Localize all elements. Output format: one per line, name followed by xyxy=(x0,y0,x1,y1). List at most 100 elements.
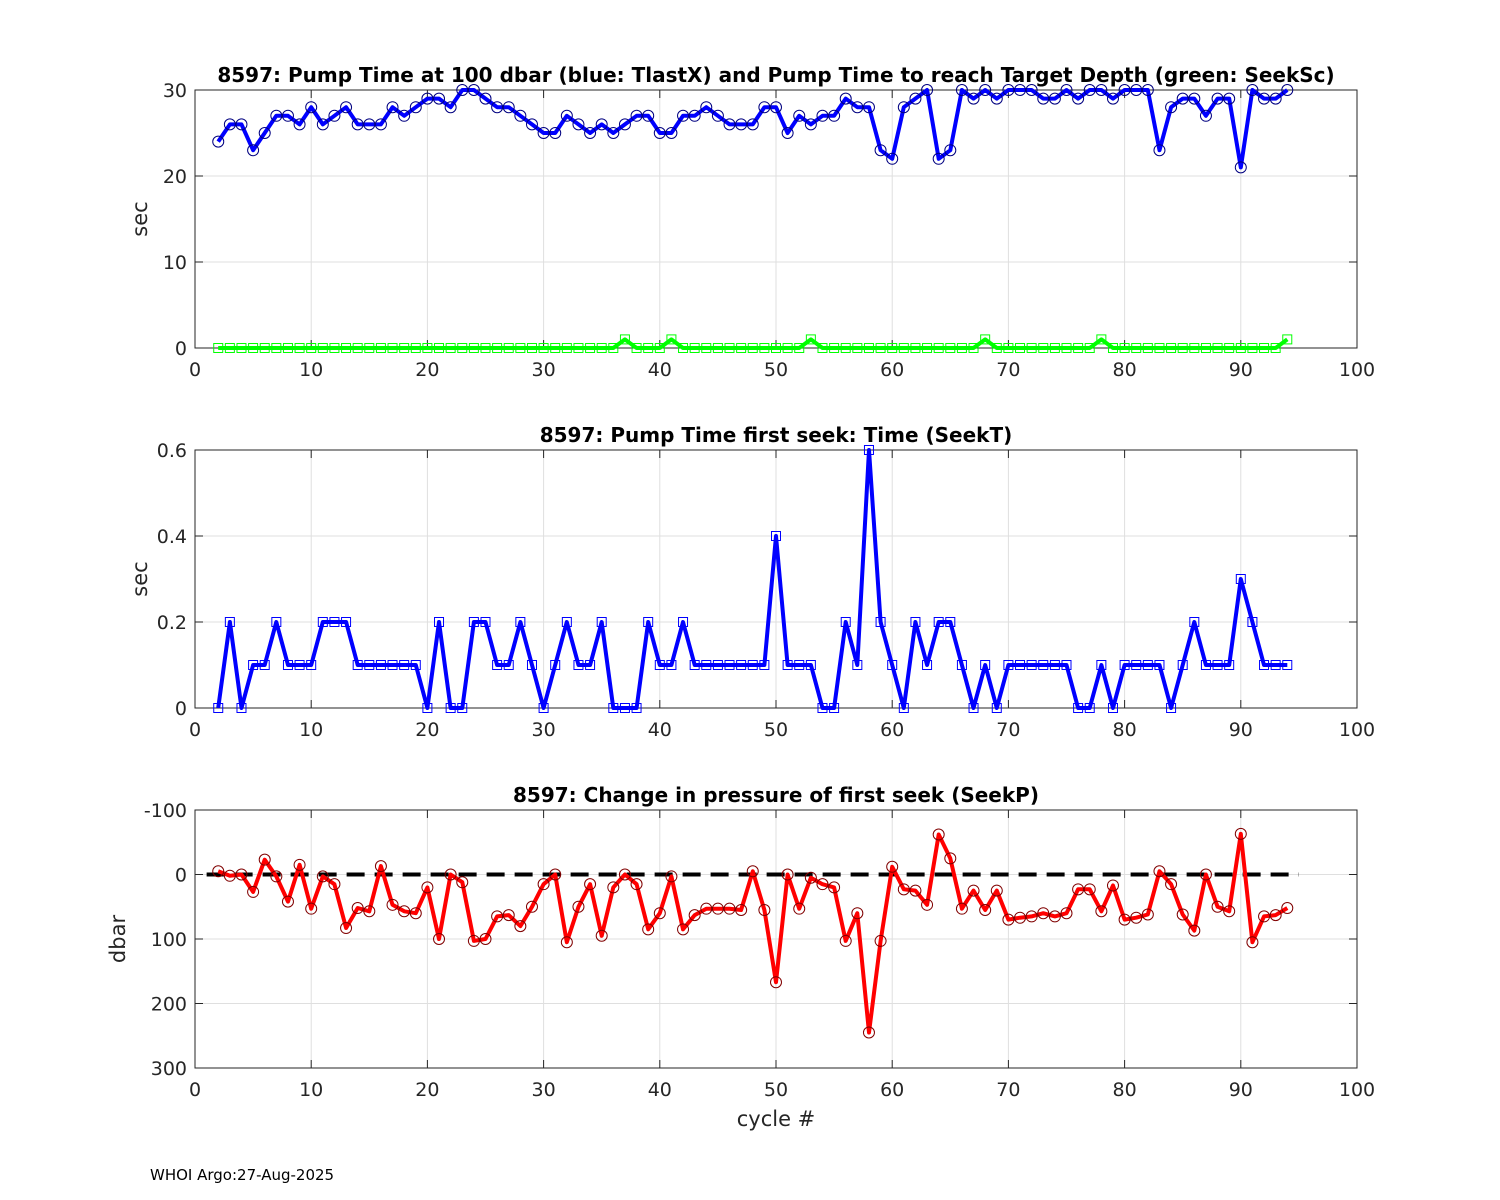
data-point xyxy=(1177,660,1188,670)
data-point xyxy=(828,881,841,894)
data-point xyxy=(525,900,538,913)
data-point xyxy=(398,109,411,122)
data-point xyxy=(422,343,433,353)
data-point xyxy=(398,905,411,918)
data-point xyxy=(771,343,781,353)
data-point xyxy=(1048,910,1061,923)
data-point xyxy=(677,923,690,936)
data-point xyxy=(316,118,329,131)
data-point xyxy=(305,902,318,915)
data-point xyxy=(1083,883,1096,896)
x-tick-label: 60 xyxy=(880,719,904,741)
y-tick-label: 100 xyxy=(151,929,187,951)
data-point xyxy=(1014,911,1027,924)
data-point xyxy=(862,1026,875,1039)
data-point xyxy=(1038,660,1049,670)
chart-2: 0 10 20 30 40 50 60 70 80 90 100 0 0.2 0.4 0.6 8597: Pu… xyxy=(128,423,1375,741)
series-line xyxy=(218,337,1289,350)
data-point xyxy=(479,92,492,105)
data-point xyxy=(410,343,421,353)
data-point xyxy=(502,909,515,922)
data-point xyxy=(1189,343,1200,353)
data-point xyxy=(1130,911,1143,924)
data-point xyxy=(781,868,794,881)
data-point xyxy=(514,109,527,122)
data-point xyxy=(1095,84,1108,96)
data-point xyxy=(955,902,968,915)
data-point xyxy=(422,703,433,713)
data-point xyxy=(457,703,468,713)
data-point xyxy=(1131,343,1142,353)
data-point xyxy=(328,878,341,891)
x-tick-label: 0 xyxy=(189,359,201,381)
data-point xyxy=(550,343,561,353)
data-point xyxy=(723,118,736,131)
chart-title: 8597: Pump Time first seek: Time (SeekT) xyxy=(540,423,1013,447)
series-1 xyxy=(212,827,1294,1039)
data-point xyxy=(1223,905,1236,918)
data-point xyxy=(374,860,387,873)
data-point xyxy=(910,617,921,627)
data-point xyxy=(863,445,874,455)
x-tick-label: 40 xyxy=(648,1079,672,1101)
data-point xyxy=(898,703,909,713)
data-point xyxy=(1083,84,1096,96)
data-point xyxy=(258,853,271,866)
data-point xyxy=(550,660,561,670)
data-point xyxy=(1235,574,1246,584)
data-point xyxy=(956,660,967,670)
data-point xyxy=(1095,905,1108,918)
data-point xyxy=(1247,617,1258,627)
data-point xyxy=(1153,144,1166,157)
chart-title: 8597: Pump Time at 100 dbar (blue: Tlast… xyxy=(217,63,1334,87)
data-point xyxy=(1142,660,1153,670)
data-point xyxy=(1223,92,1236,105)
data-point xyxy=(1037,92,1050,105)
data-point xyxy=(1142,343,1153,353)
data-point xyxy=(630,878,643,891)
data-point xyxy=(817,703,828,713)
data-point xyxy=(352,660,363,670)
data-point xyxy=(758,101,771,114)
data-point xyxy=(585,660,596,670)
data-point xyxy=(1153,865,1166,878)
data-point xyxy=(294,343,305,353)
data-point xyxy=(560,109,573,122)
data-point xyxy=(910,343,921,353)
data-point xyxy=(665,870,678,883)
data-point xyxy=(1165,878,1178,891)
data-point xyxy=(782,343,793,353)
x-tick-label: 100 xyxy=(1339,1079,1375,1101)
data-point xyxy=(537,127,550,139)
data-point xyxy=(573,660,584,670)
data-point xyxy=(1096,334,1107,345)
data-point xyxy=(736,343,747,353)
data-point xyxy=(363,905,376,918)
data-point xyxy=(990,884,1003,897)
data-point xyxy=(1234,827,1247,840)
data-point xyxy=(247,144,260,157)
data-point xyxy=(887,660,898,670)
data-point xyxy=(294,660,305,670)
x-tick-label: 50 xyxy=(764,719,788,741)
data-point xyxy=(364,660,375,670)
data-point xyxy=(1106,92,1119,105)
data-point xyxy=(1258,92,1271,105)
data-point xyxy=(1166,343,1177,353)
data-point xyxy=(805,660,816,670)
data-point xyxy=(654,660,665,670)
data-point xyxy=(759,343,770,353)
x-tick-label: 70 xyxy=(996,719,1020,741)
data-point xyxy=(399,343,410,353)
data-point xyxy=(492,343,503,353)
data-point xyxy=(293,118,306,131)
data-point xyxy=(886,860,899,873)
data-point xyxy=(329,343,340,353)
data-point xyxy=(340,922,353,935)
data-point xyxy=(746,865,759,878)
data-point xyxy=(712,343,723,353)
data-point xyxy=(607,127,620,139)
data-point xyxy=(1212,343,1223,353)
data-point xyxy=(317,343,328,353)
